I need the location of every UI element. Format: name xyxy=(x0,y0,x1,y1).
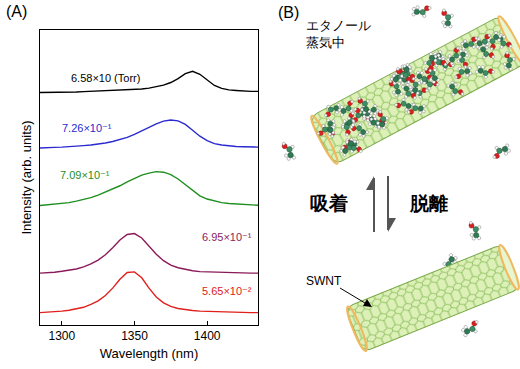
svg-text:7.26×10⁻¹: 7.26×10⁻¹ xyxy=(62,122,112,134)
svg-text:脱離: 脱離 xyxy=(409,193,448,214)
html-text:(A): (A) xyxy=(6,3,28,20)
svg-text:(B): (B) xyxy=(278,4,299,21)
svg-text:吸着: 吸着 xyxy=(310,193,348,214)
svg-text:エタノール: エタノール xyxy=(306,18,371,33)
svg-text:1300: 1300 xyxy=(48,329,75,343)
svg-text:Intensity (arb. units): Intensity (arb. units) xyxy=(19,120,34,234)
svg-text:1350: 1350 xyxy=(121,329,148,343)
svg-text:蒸気中: 蒸気中 xyxy=(306,35,345,50)
svg-text:1400: 1400 xyxy=(194,329,221,343)
svg-text:6.58×10 (Torr): 6.58×10 (Torr) xyxy=(71,72,140,84)
svg-text:SWNT: SWNT xyxy=(306,274,342,288)
svg-text:6.95×10⁻¹: 6.95×10⁻¹ xyxy=(202,231,252,243)
svg-text:7.09×10⁻¹: 7.09×10⁻¹ xyxy=(60,169,110,181)
svg-text:Wavelength (nm): Wavelength (nm) xyxy=(100,346,199,361)
svg-text:5.65×10⁻²: 5.65×10⁻² xyxy=(202,285,252,297)
